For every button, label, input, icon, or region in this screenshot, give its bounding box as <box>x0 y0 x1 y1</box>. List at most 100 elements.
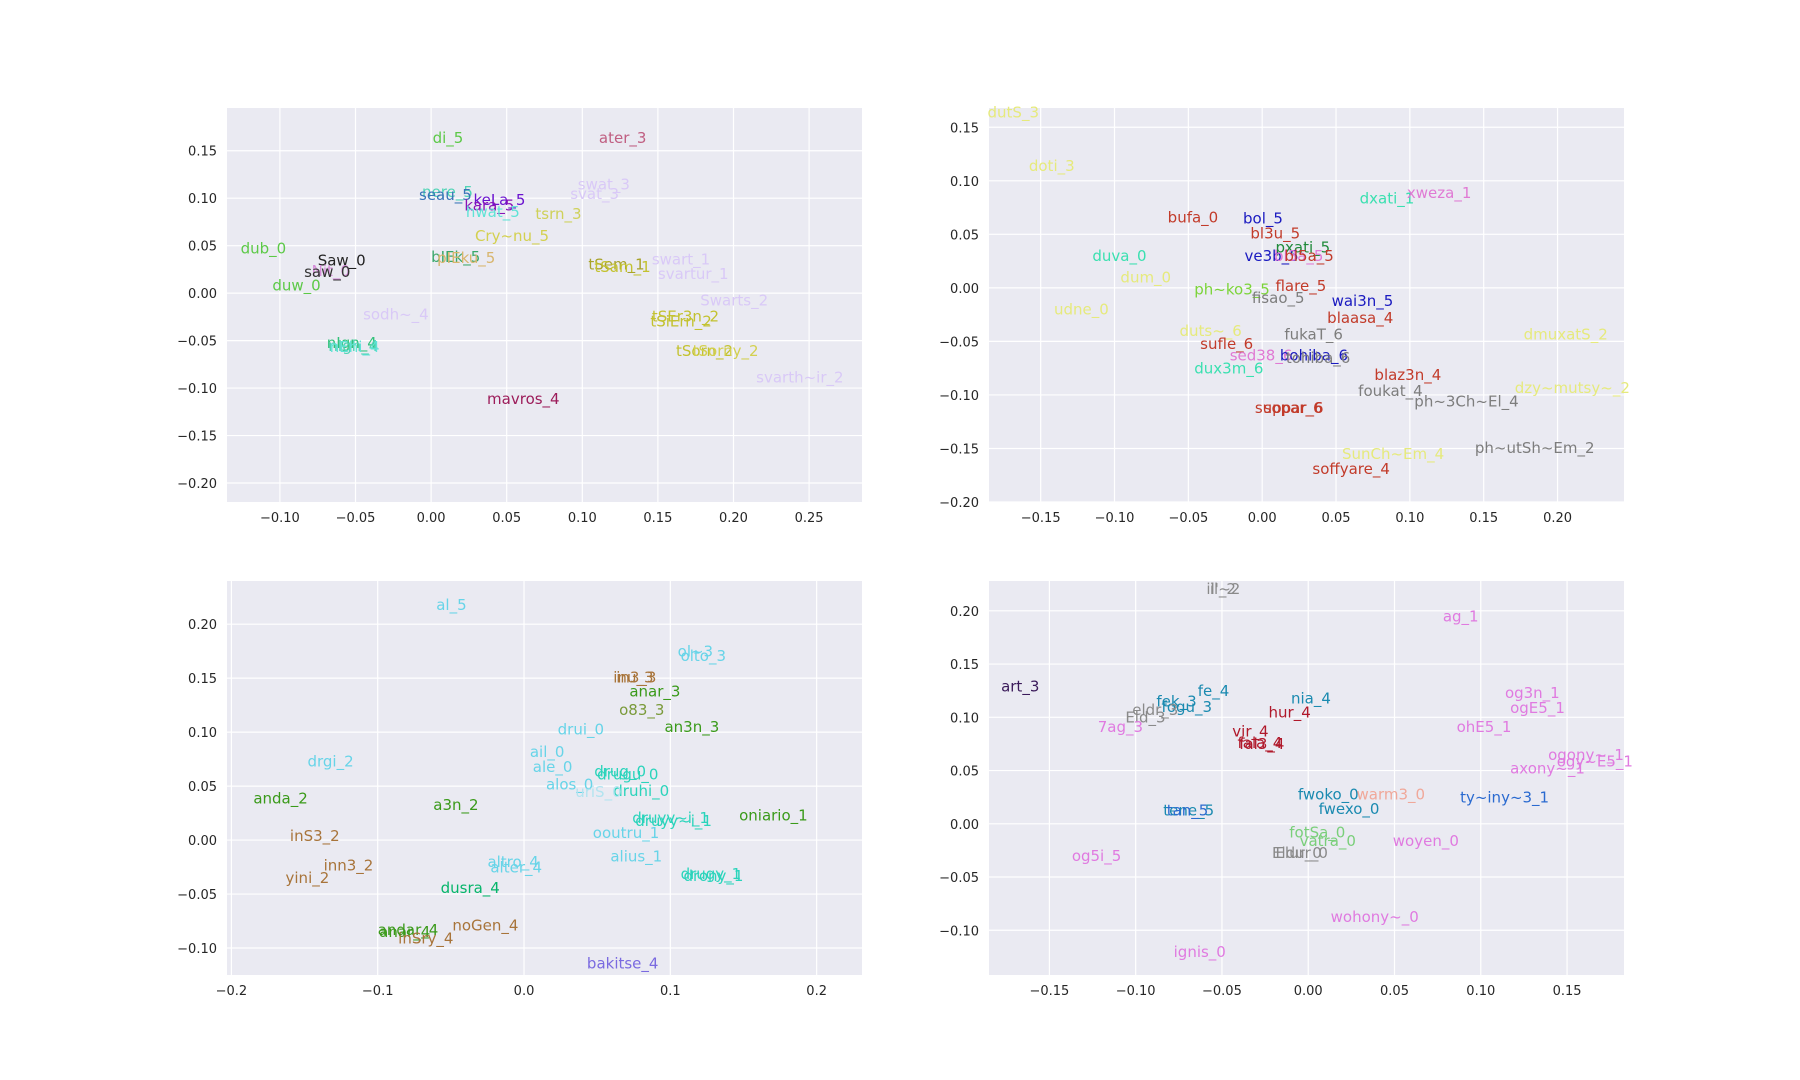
y-tick-label: 0.15 <box>950 121 979 136</box>
scatter-panel-1: −0.10 −0.05 0.00 0.05 0.10 0.15 0.20 0.25 −0.20 −… <box>177 108 862 526</box>
point-label: drugu_0 <box>597 766 658 785</box>
y-tick-label: 0.00 <box>188 834 217 849</box>
plot-area <box>989 108 1624 502</box>
x-tick-label: −0.05 <box>1202 984 1242 999</box>
point-label: fek_3 <box>1156 693 1196 712</box>
y-tick-label: 0.10 <box>188 192 217 207</box>
y-tick-label: 0.05 <box>950 228 979 243</box>
y-tick-label: 0.20 <box>950 605 979 620</box>
point-label: ol~3 <box>678 643 713 661</box>
point-label: druhi_0 <box>613 782 669 801</box>
point-label: tene_5 <box>1163 801 1214 820</box>
x-tick-label: −0.15 <box>1021 511 1061 526</box>
point-label: keLa_5 <box>473 191 525 210</box>
point-label: swart_1 <box>652 251 710 270</box>
point-label: o83_3 <box>619 701 664 720</box>
y-tick-label: −0.10 <box>939 389 979 404</box>
point-label: bakitse_4 <box>587 955 659 974</box>
point-label: anar_3 <box>629 683 680 702</box>
x-tick-label: −0.2 <box>216 984 248 999</box>
point-label: ohE5_1 <box>1457 718 1512 737</box>
y-tick-label: −0.05 <box>939 335 979 350</box>
y-tick-label: −0.05 <box>939 871 979 886</box>
point-label: fisao_5 <box>1252 289 1305 308</box>
point-label: a3n_2 <box>433 796 478 815</box>
point-label: drug_0 <box>594 762 646 781</box>
x-tick-label: −0.1 <box>362 984 394 999</box>
x-tick-label: 0.05 <box>1380 984 1409 999</box>
point-label: 7ag_3 <box>1098 718 1143 737</box>
point-label: fwoko_0 <box>1298 785 1359 804</box>
point-label: il~2 <box>1210 580 1240 598</box>
x-tick-label: 0.20 <box>719 511 748 526</box>
point-label: druyy~i_1 <box>635 812 712 831</box>
x-tick-label: −0.10 <box>1095 511 1135 526</box>
point-label: dxati_1 <box>1360 189 1415 208</box>
x-tick-label: 0.10 <box>1466 984 1495 999</box>
point-label: Elur_0 <box>1275 844 1321 863</box>
point-label: bl5a_5 <box>1284 247 1333 266</box>
y-tick-label: 0.00 <box>188 287 217 302</box>
point-label: suppar_6 <box>1255 399 1324 418</box>
x-tick-label: 0.20 <box>1543 511 1572 526</box>
point-label: ogony~_1 <box>1548 746 1624 765</box>
point-label: andar_4 <box>378 921 439 940</box>
x-tick-label: 0.00 <box>1248 511 1277 526</box>
point-label: anar_4 <box>379 923 430 942</box>
point-label: oniario_1 <box>739 807 808 826</box>
point-label: nIgn_4 <box>327 334 377 353</box>
x-tick-label: −0.05 <box>1168 511 1208 526</box>
scatter-panel-3: −0.2 −0.1 0.0 0.1 0.2 −0.10 −0.05 0.00 0.05 0.10 0… <box>177 581 862 999</box>
point-label: wai3n_5 <box>1332 292 1394 311</box>
y-tick-label: 0.15 <box>188 145 217 160</box>
x-tick-label: 0.25 <box>795 511 824 526</box>
point-label: dux3m_6 <box>1194 360 1263 379</box>
point-label: tSorn_2 <box>676 342 733 361</box>
y-tick-label: −0.15 <box>939 442 979 457</box>
point-label: mavros_4 <box>487 390 560 409</box>
point-label: warm3_0 <box>1357 785 1426 804</box>
y-tick-label: −0.10 <box>177 942 217 957</box>
point-label: tSiErn_2 <box>650 312 712 331</box>
point-label: dutS_3 <box>988 104 1039 123</box>
point-label: sed38_6 <box>1230 347 1293 366</box>
x-tick-label: 0.00 <box>417 511 446 526</box>
point-label: hwat_5 <box>466 203 520 222</box>
point-label: pIEku_5 <box>437 249 495 268</box>
y-tick-label: −0.10 <box>939 924 979 939</box>
point-label: bl3a_5 <box>1274 247 1323 266</box>
point-label: dzy~mutsy~_2 <box>1515 379 1630 398</box>
y-tick-label: −0.15 <box>177 430 217 445</box>
x-tick-label: −0.10 <box>1116 984 1156 999</box>
point-label: Saw_0 <box>318 252 366 271</box>
point-label: soffyare_4 <box>1312 460 1390 479</box>
point-label: tan_5 <box>1167 801 1209 820</box>
x-tick-label: 0.15 <box>643 511 672 526</box>
y-tick-label: −0.05 <box>177 888 217 903</box>
y-tick-label: −0.10 <box>177 382 217 397</box>
point-label: tsrn_3 <box>535 205 581 224</box>
point-label: bIEk_5 <box>431 248 480 267</box>
point-label: Nit_0 <box>312 262 350 281</box>
point-label: dmuxatS_2 <box>1524 325 1608 344</box>
point-label: fotSa_0 <box>1289 824 1345 843</box>
point-label: bol_5 <box>1243 210 1283 229</box>
point-label: drui_0 <box>558 720 604 739</box>
point-label: xweza_1 <box>1407 184 1471 203</box>
point-label: Eld_3 <box>1125 709 1165 728</box>
point-label: doti_3 <box>1029 157 1075 176</box>
point-label: udne_0 <box>1054 301 1109 320</box>
point-label: ater_3 <box>599 129 647 148</box>
point-label: an3n_3 <box>664 718 719 737</box>
x-tick-label: 0.15 <box>1469 511 1498 526</box>
x-tick-label: 0.15 <box>1553 984 1582 999</box>
point-label: dum_0 <box>1120 269 1171 288</box>
point-label: wohony~_0 <box>1331 908 1419 927</box>
y-tick-label: 0.00 <box>950 818 979 833</box>
y-tick-label: 0.10 <box>188 726 217 741</box>
point-label: alius_1 <box>610 848 662 867</box>
point-label: og5i_5 <box>1072 847 1121 866</box>
y-tick-label: −0.05 <box>177 335 217 350</box>
point-label: bohiba_6 <box>1280 347 1348 366</box>
point-label: fukaT_6 <box>1284 325 1343 344</box>
